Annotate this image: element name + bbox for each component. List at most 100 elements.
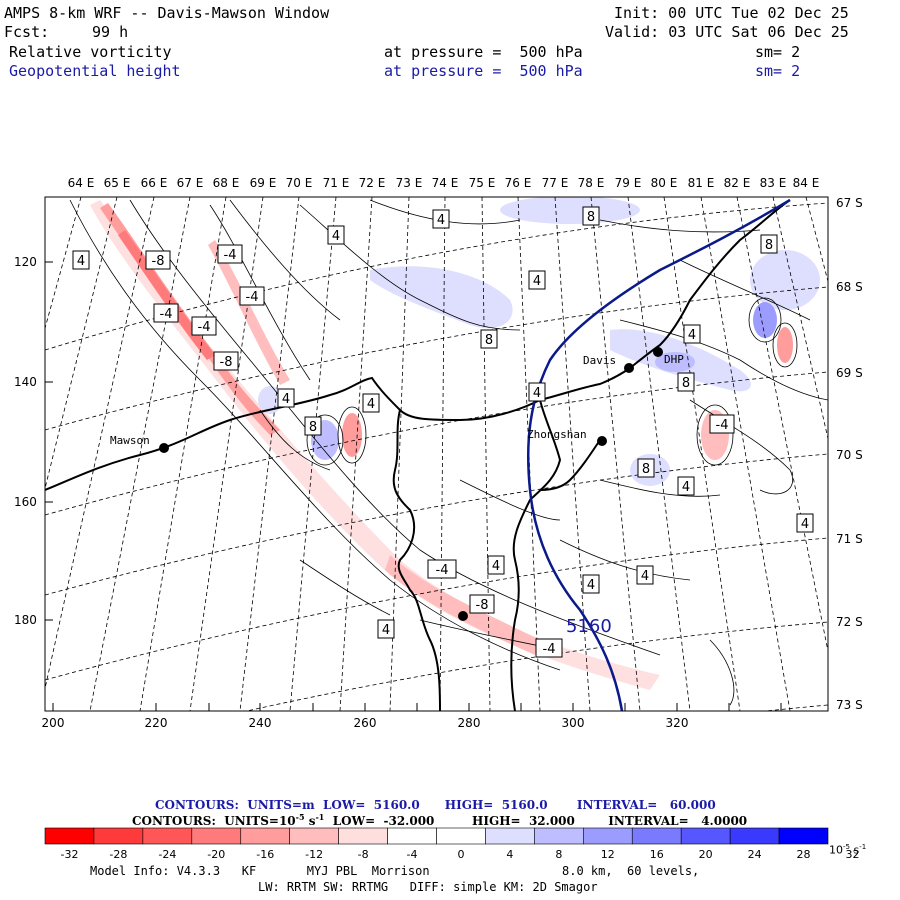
colorbar-label: -12 [305,848,324,861]
field1-name: Relative vorticity [9,43,172,61]
colorbar-swatch [191,827,242,845]
contour-label-box: 4 [582,574,600,594]
lat-label: 70 S [836,448,863,462]
x-tick-label: 200 [41,716,65,730]
vorticity-cell-positive-west [370,266,513,329]
contour-label-box: -4 [191,316,217,336]
field2-name: Geopotential height [9,62,181,80]
lon-label: 65 E [103,176,131,190]
colorbar-label: 20 [698,848,713,861]
contour-label-box: 4 [277,388,295,408]
contour-label-box: -4 [153,303,179,323]
x-tick-label: 240 [248,716,272,730]
colorbar-swatch [240,827,290,845]
longitude-labels: 64 E 65 E 66 E 67 E 68 E 69 E 70 E 71 E … [0,176,900,192]
svg-text:-4: -4 [716,418,729,433]
model-info-line1-res: 8.0 km, 60 levels, [562,864,700,878]
height-contour-label: 5160 [566,616,612,637]
lat-label: 68 S [836,280,863,294]
svg-text:8: 8 [682,376,690,391]
vorticity-cell-positive-davis2 [655,352,695,372]
lon-label: 83 E [759,176,787,190]
svg-text:8: 8 [587,210,595,225]
contour-labels: 4 4 4 8 4 8 8 4 -8 -4 -4 -8 -4 -4 4 8 4 … [72,206,814,658]
contour-label-box: 4 [677,476,695,496]
lon-label: 72 E [358,176,386,190]
colorbar-units-base: 10 [829,843,843,857]
model-info-line1: Model Info: V4.3.3 KF MYJ PBL Morrison [90,864,430,878]
svg-text:4: 4 [437,213,445,228]
contour-label-box: 4 [528,382,546,402]
vorticity-contour-info-c: LOW= -32.000 HIGH= 32.000 INTERVAL= 4.00… [324,814,748,828]
colorbar-swatch [680,827,731,845]
contour-label-box: 4 [362,393,380,413]
lon-label: 74 E [431,176,459,190]
colorbar-swatch [534,827,584,845]
y-tick-label: 120 [14,255,37,269]
contour-label-box: 4 [432,209,450,229]
vorticity-cell-positive-mid2 [258,386,282,414]
height-contour-info: CONTOURS: UNITS=m LOW= 5160.0 HIGH= 5160… [155,798,716,812]
svg-text:4: 4 [533,386,541,401]
colorbar-swatch [583,827,633,845]
colorbar-swatch [93,827,144,845]
contour-label-box: -4 [535,638,563,658]
vorticity-contour-info-exp2: -1 [315,812,325,822]
colorbar-label: -8 [357,848,369,861]
colorbar-swatch [778,827,829,845]
svg-text:4: 4 [382,623,390,638]
lon-label: 73 E [395,176,423,190]
colorbar-label: 0 [457,848,465,861]
colorbar-label: -28 [109,848,128,861]
axis-ticks [45,261,782,711]
lon-label: 69 E [249,176,277,190]
lon-label: 79 E [614,176,642,190]
svg-text:4: 4 [688,328,696,343]
dhp-label: DHP [664,353,684,366]
height-contour-5160 [526,198,791,711]
x-tick-label: 280 [457,716,481,730]
colorbar-swatch [631,827,682,845]
colorbar-swatch [436,827,486,845]
svg-text:4: 4 [77,254,85,269]
colorbar-swatch [142,827,193,845]
contour-label-box: 4 [487,555,505,575]
svg-text:4: 4 [587,578,595,593]
lat-label: 67 S [836,196,863,210]
contour-label-box: 8 [480,329,498,349]
contour-label-box: -4 [217,244,243,264]
forecast-label: Fcst: [4,23,50,41]
field1-pressure: at pressure = 500 hPa [384,43,583,61]
svg-text:8: 8 [485,333,493,348]
x-tick-label: 260 [353,716,377,730]
lat-label: 69 S [836,366,863,380]
colorbar-label: 12 [600,848,615,861]
lon-label: 84 E [792,176,820,190]
colorbar-units-exp2: -1 [859,843,867,851]
lat-label: 72 S [836,615,863,629]
svg-text:-8: -8 [220,355,233,370]
colorbar-swatch [289,827,339,845]
x-tick-label: 220 [144,716,168,730]
svg-text:4: 4 [533,274,541,289]
colorbar-label: 28 [796,848,811,861]
coastline [45,199,791,711]
lon-label: 71 E [322,176,350,190]
colorbar-units-s: s [849,843,860,857]
svg-text:-8: -8 [152,254,165,269]
field2-smoothing: sm= 2 [755,62,801,80]
zhongshan-label: Zhongshan [527,428,587,441]
init-time: Init: 00 UTC Tue 02 Dec 25 [614,4,849,22]
mawson-label: Mawson [110,434,150,447]
field2-pressure: at pressure = 500 hPa [384,62,583,80]
svg-text:4: 4 [682,480,690,495]
lat-label: 71 S [836,532,863,546]
lon-label: 81 E [687,176,715,190]
vorticity-contour-info: CONTOURS: UNITS=10-5 s-1 LOW= -32.000 HI… [132,812,747,828]
mawson-station-marker [159,443,169,453]
lon-label: 82 E [723,176,751,190]
colorbar-units-exp: -5 [843,843,850,851]
south-station-marker [458,611,468,621]
svg-text:4: 4 [641,569,649,584]
contour-label-box: -4 [239,286,265,306]
